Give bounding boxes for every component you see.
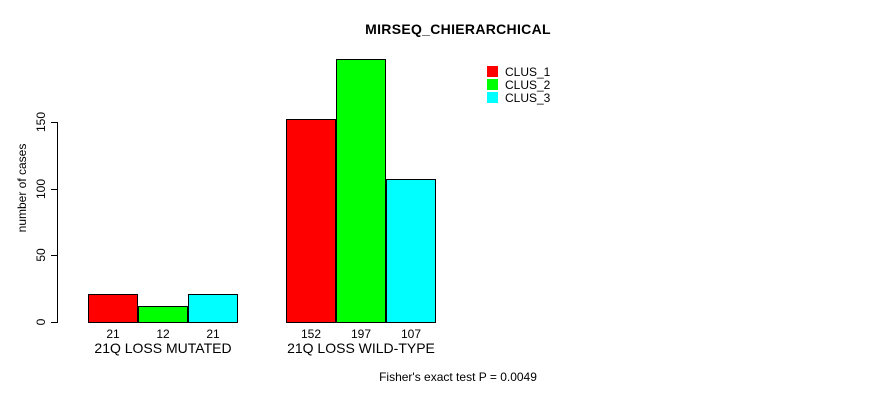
bar-clus_1-group1: [88, 294, 138, 323]
y-axis-title: number of cases: [15, 143, 29, 233]
fishers-test-annotation: Fisher's exact test P = 0.0049: [379, 370, 537, 384]
legend: CLUS_1 CLUS_2 CLUS_3: [487, 64, 551, 105]
bar-clus_1-group2: [286, 119, 336, 323]
legend-item-clus_1: CLUS_1: [487, 64, 551, 79]
bar-value-label: 152: [300, 327, 322, 341]
y-tick-label: 50: [34, 248, 48, 262]
legend-label: CLUS_1: [505, 64, 551, 79]
bar-value-label: 12: [156, 327, 170, 341]
bar-value-label: 21: [206, 327, 220, 341]
legend-swatch-clus_3: [487, 92, 498, 103]
x-category-label-mutated: 21Q LOSS MUTATED: [94, 340, 232, 356]
x-category-label-wild-type: 21Q LOSS WILD-TYPE: [287, 340, 435, 356]
bar-clus_3-group2: [386, 179, 436, 323]
legend-swatch-clus_1: [487, 66, 498, 77]
legend-swatch-clus_2: [487, 79, 498, 90]
legend-item-clus_3: CLUS_3: [487, 90, 551, 105]
bar-clus_2-group1: [138, 306, 188, 323]
y-axis-line: [57, 122, 58, 323]
legend-label: CLUS_2: [505, 77, 551, 92]
y-tick-label: 0: [34, 318, 48, 326]
legend-item-clus_2: CLUS_2: [487, 77, 551, 92]
y-tick: [51, 255, 57, 256]
y-tick: [51, 322, 57, 323]
y-tick: [51, 189, 57, 190]
bar-clus_3-group1: [188, 294, 238, 323]
legend-label: CLUS_3: [505, 90, 551, 105]
bar-value-label: 107: [400, 327, 422, 341]
chart-title: MIRSEQ_CHIERARCHICAL: [365, 21, 551, 37]
y-tick-label: 100: [34, 178, 48, 200]
bar-value-label: 21: [106, 327, 120, 341]
y-tick-label: 150: [34, 111, 48, 133]
bar-clus_2-group2: [336, 59, 386, 323]
bar-value-label: 197: [350, 327, 372, 341]
y-tick: [51, 122, 57, 123]
